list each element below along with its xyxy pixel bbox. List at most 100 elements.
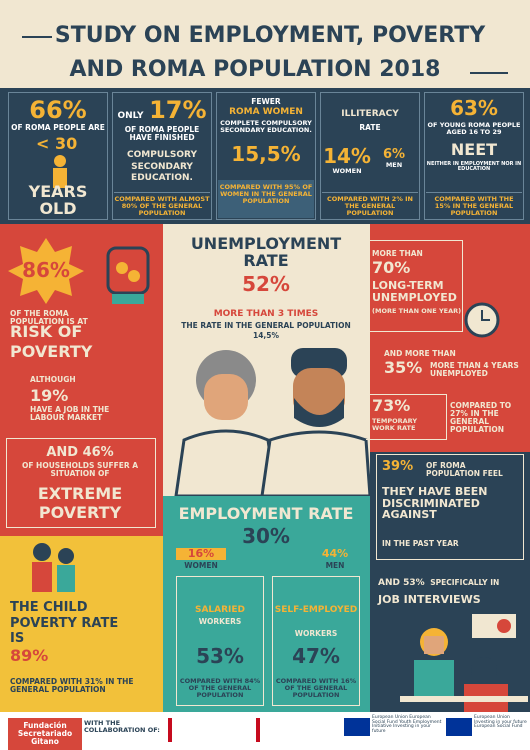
title: STUDY ON EMPLOYMENT, POVERTY [54,23,486,48]
stat-box [216,92,316,220]
long-term-sub: (MORE THAN ONE YEAR) [372,307,462,315]
child-big: THE CHILD POVERTY RATE IS [10,600,119,647]
salaried-note: COMPARED WITH 84% OF THE GENERAL POPULAT… [179,677,261,699]
salaried-value: 53% [196,644,244,668]
stat-value: 14% [323,144,371,168]
child-note: COMPARED WITH 31% IN THE GENERAL POPULAT… [10,677,134,694]
long-term-box [366,240,463,332]
stat-big: ROMA WOMEN [229,107,303,117]
discrimination-sub: IN THE PAST YEAR [382,539,459,548]
discrimination-text2: SPECIFICALLY IN [430,578,500,587]
footer [0,712,530,750]
men-label: MEN [325,561,345,570]
note-bg [218,180,314,218]
child-panel [0,536,163,712]
long-term-panel [370,224,530,452]
long-term-value2: 35% [384,358,423,377]
women-label: WOMEN [184,561,218,570]
employment-panel [163,496,370,712]
org-logo: Fundación Secretariado Gitano [8,718,82,750]
stat-note: COMPARED WITH 2% IN THE GENERAL POPULATI… [322,192,418,216]
women-value: 16% [176,548,226,560]
eu-text: European Union Investing in your future … [474,715,527,730]
long-term-prefix2: AND MORE THAN [384,349,456,358]
long-term-text2: MORE THAN 4 YEARS UNEMPLOYED [430,361,519,378]
temporary-text: TEMPORARY WORK RATE [372,417,418,432]
stat-value: 66% [29,96,87,124]
stat-big: ILLITERACY [341,109,399,119]
eu-flag [344,718,370,736]
discrimination-value: 39% [382,459,414,474]
long-term-prefix: MORE THAN [372,249,423,258]
self-sub: WORKERS [294,629,338,638]
child-value: 89% [10,646,49,665]
eu-text: European Union European Social Fund Yout… [372,715,442,735]
rule [470,72,508,74]
although: ALTHOUGH [30,375,76,384]
discrimination-box [376,454,524,560]
stat-big: < 30 [36,134,78,153]
temporary-note: COMPARED TO 27% IN THE GENERAL POPULATIO… [450,401,512,434]
stat-value: 15,5% [231,142,301,166]
stat-box [8,92,108,220]
stat-box [320,92,420,220]
discrimination-value2: AND 53% [378,578,425,588]
employment-value: 30% [242,524,290,548]
discrimination-text: OF ROMA POPULATION FEEL [426,461,503,478]
men-value: 44% [321,547,349,560]
times: MORE THAN 3 TIMES [213,309,319,319]
self-note: COMPARED WITH 16% OF THE GENERAL POPULAT… [275,677,357,699]
stat-big: NEET [450,140,498,159]
self-box [272,576,360,706]
interview-illustration [400,614,528,712]
employment-title: EMPLOYMENT RATE [178,504,354,523]
stat-label: WOMEN [332,167,362,175]
children-icon [32,543,75,592]
stat-headline: ONLY 17% [114,96,210,124]
poverty-value: 86% [22,258,70,282]
unemployment-text: THE RATE IN THE GENERAL POPULATION [181,321,351,330]
rule [22,36,52,38]
stat-text: OF ROMA PEOPLE ARE [11,123,105,132]
general-value: 14,5% [252,331,280,340]
temporary-box [366,394,447,440]
stat-big: YEARS OLD [28,182,88,218]
discrimination-big2: JOB INTERVIEWS [378,593,481,606]
hand-icon [106,246,150,304]
stat-value: 6% [382,147,406,162]
stat-text: OF YOUNG ROMA PEOPLE AGED 16 TO 29 [427,121,521,136]
people-illustration [174,348,370,496]
self-employed: SELF-EMPLOYED [274,605,358,615]
temporary-value: 73% [372,396,411,415]
stat-box [112,92,212,220]
stat-text: COMPLETE COMPULSORY SECONDARY EDUCATION. [220,119,312,134]
eu-flag [446,718,472,736]
stat-text: OF ROMA PEOPLE HAVE FINISHED [124,125,200,142]
stat-note: COMPARED WITH THE 15% IN THE GENERAL POP… [426,192,522,216]
person-icon [53,155,67,188]
stat-box [424,92,524,220]
poverty-big: RISK OF POVERTY [10,322,93,361]
stat-value: 63% [450,96,498,120]
stat-text: RATE [359,123,381,132]
extreme-box [6,438,156,528]
unemployment-value: 52% [242,272,290,296]
households-value: AND 46% [46,445,114,460]
badge [8,238,84,304]
stat-note: COMPARED WITH 95% OF WOMEN IN THE GENERA… [219,183,313,205]
stat-big: COMPULSORY SECONDARY EDUCATION. [127,150,197,184]
extreme: EXTREME POVERTY [37,484,123,523]
households-text: OF HOUSEHOLDS SUFFER A SITUATION OF [21,461,139,478]
gov-logo [256,718,340,742]
stat-label: MEN [385,161,403,169]
collab: WITH THE COLLABORATION OF: [84,719,160,734]
stat-prefix: FEWER [251,97,281,106]
salaried: SALARIED [194,605,246,615]
discrimination-big: THEY HAVE BEEN DISCRIMINATED AGAINST [382,485,488,522]
self-value: 47% [292,644,340,668]
long-term-value: 70% [372,258,411,277]
job-value: 19% [30,386,69,405]
poverty-text: OF THE ROMA POPULATION IS AT [10,309,88,326]
stat-value: 17% [149,96,207,124]
